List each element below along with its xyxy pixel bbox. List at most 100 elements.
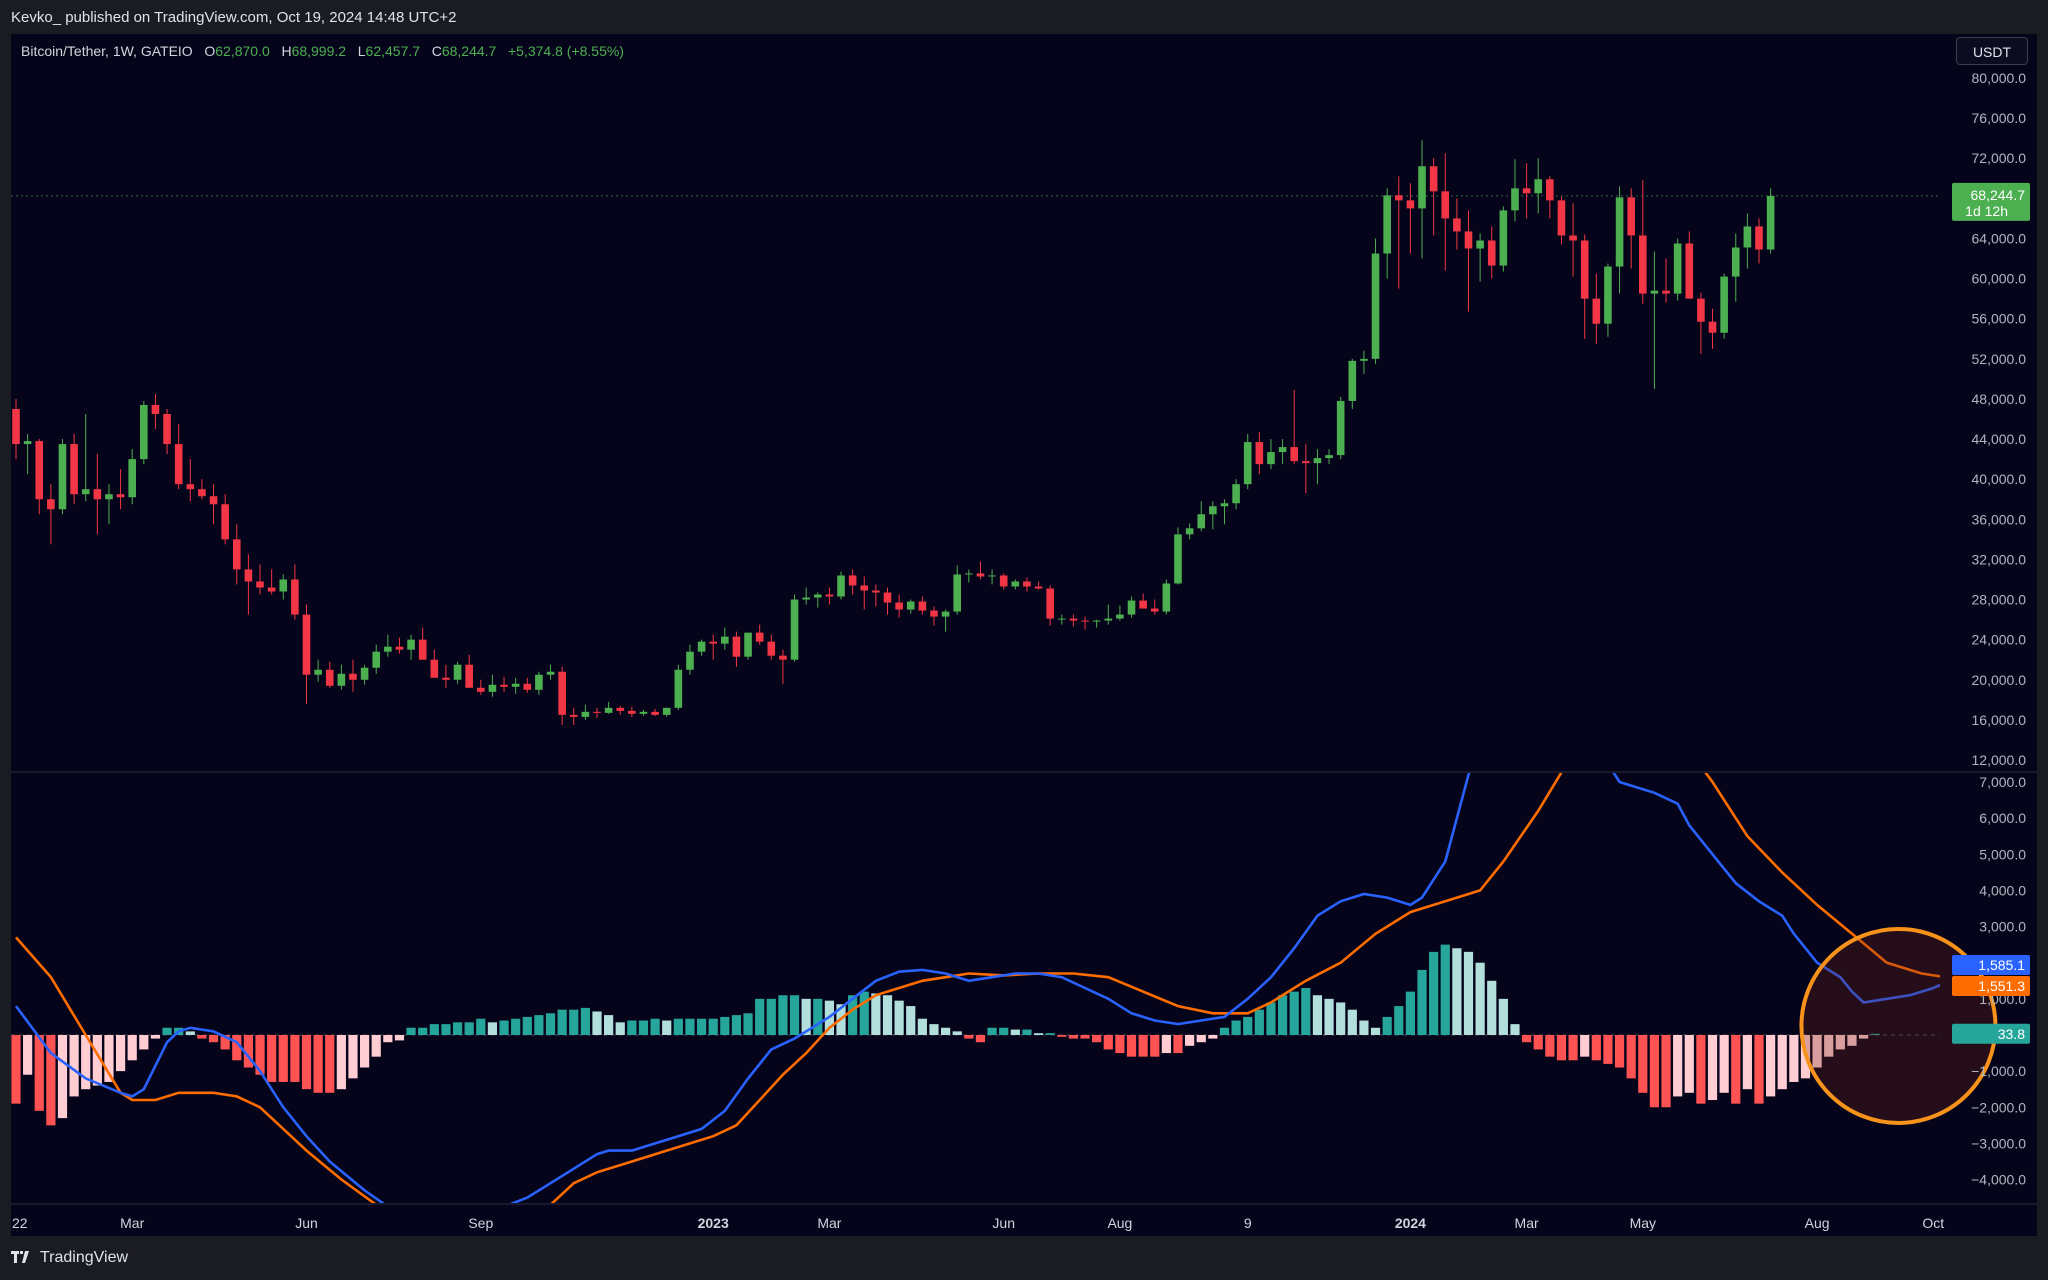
candle-body[interactable] <box>1662 290 1670 294</box>
candle-body[interactable] <box>674 669 683 708</box>
candle-body[interactable] <box>1023 581 1031 587</box>
candle-body[interactable] <box>349 673 357 680</box>
candle-body[interactable] <box>105 494 113 500</box>
candle-body[interactable] <box>535 674 543 690</box>
candle-body[interactable] <box>1569 235 1577 241</box>
candle-body[interactable] <box>1580 240 1589 299</box>
candle-body[interactable] <box>1615 197 1624 267</box>
candle-body[interactable] <box>1708 321 1717 333</box>
candle-body[interactable] <box>1104 618 1113 621</box>
candle-body[interactable] <box>860 585 869 591</box>
candle-body[interactable] <box>442 677 450 680</box>
candle-body[interactable] <box>221 504 229 540</box>
candle-body[interactable] <box>709 641 717 644</box>
candle-body[interactable] <box>1592 298 1601 324</box>
candle-body[interactable] <box>1639 235 1647 294</box>
candle-body[interactable] <box>1546 179 1554 201</box>
candle-body[interactable] <box>1267 452 1275 465</box>
candle-body[interactable] <box>151 404 160 414</box>
candle-body[interactable] <box>1766 195 1775 250</box>
candle-body[interactable] <box>186 484 195 490</box>
candle-body[interactable] <box>1302 461 1310 464</box>
candle-body[interactable] <box>1243 442 1252 485</box>
candle-body[interactable] <box>209 496 218 505</box>
candle-body[interactable] <box>558 671 566 715</box>
candle-body[interactable] <box>232 539 241 570</box>
candle-body[interactable] <box>70 444 78 495</box>
candle-body[interactable] <box>198 489 206 497</box>
candle-body[interactable] <box>1697 298 1705 322</box>
candle-body[interactable] <box>1627 197 1635 236</box>
candle-body[interactable] <box>1278 447 1287 453</box>
candle-body[interactable] <box>418 639 427 660</box>
candle-body[interactable] <box>1069 618 1078 621</box>
candle-body[interactable] <box>395 646 404 650</box>
candle-body[interactable] <box>1743 226 1752 248</box>
candle-body[interactable] <box>360 667 369 680</box>
candle-body[interactable] <box>906 601 915 610</box>
candle-body[interactable] <box>1290 447 1298 462</box>
currency-button[interactable]: USDT <box>1956 37 2028 65</box>
candle-body[interactable] <box>651 711 659 715</box>
candle-body[interactable] <box>1499 210 1508 266</box>
candle-body[interactable] <box>1220 503 1229 507</box>
candle-body[interactable] <box>372 651 381 668</box>
candle-body[interactable] <box>988 575 996 577</box>
candle-body[interactable] <box>1406 200 1415 209</box>
candle-body[interactable] <box>291 579 299 615</box>
candle-body[interactable] <box>1174 534 1182 584</box>
candle-body[interactable] <box>267 587 276 592</box>
candle-body[interactable] <box>767 641 776 656</box>
candle-body[interactable] <box>662 707 671 715</box>
candle-body[interactable] <box>604 707 613 713</box>
candle-body[interactable] <box>686 651 694 670</box>
candle-body[interactable] <box>488 684 497 692</box>
candle-body[interactable] <box>616 707 625 711</box>
candle-body[interactable] <box>569 714 578 717</box>
candle-body[interactable] <box>1197 514 1206 529</box>
candle-body[interactable] <box>47 499 55 510</box>
candle-body[interactable] <box>1731 247 1740 277</box>
candle-body[interactable] <box>58 444 67 510</box>
candle-body[interactable] <box>407 639 415 650</box>
candle-body[interactable] <box>976 573 985 577</box>
candle-body[interactable] <box>1476 240 1484 249</box>
candle-body[interactable] <box>1755 226 1763 250</box>
candle-body[interactable] <box>1127 600 1136 615</box>
candle-body[interactable] <box>1685 243 1694 299</box>
candle-body[interactable] <box>755 632 764 642</box>
candle-body[interactable] <box>1116 614 1124 619</box>
candle-body[interactable] <box>1336 400 1345 456</box>
candle-body[interactable] <box>174 444 183 485</box>
candle-body[interactable] <box>721 636 729 644</box>
candle-body[interactable] <box>140 404 148 460</box>
candle-body[interactable] <box>1011 581 1020 587</box>
candle-body[interactable] <box>430 659 439 678</box>
candle-body[interactable] <box>883 592 892 603</box>
candle-body[interactable] <box>593 711 601 713</box>
candle-body[interactable] <box>314 669 322 675</box>
candle-body[interactable] <box>302 614 311 675</box>
candle-body[interactable] <box>523 683 532 690</box>
candle-body[interactable] <box>163 413 171 445</box>
candle-body[interactable] <box>813 594 822 598</box>
candle-body[interactable] <box>697 641 706 652</box>
candle-body[interactable] <box>1511 188 1519 211</box>
candle-body[interactable] <box>1522 188 1531 194</box>
candle-body[interactable] <box>1255 442 1264 465</box>
candle-body[interactable] <box>581 711 590 717</box>
candle-body[interactable] <box>1557 200 1566 236</box>
candle-body[interactable] <box>1371 253 1380 359</box>
candle-body[interactable] <box>116 494 125 498</box>
candle-body[interactable] <box>1081 620 1089 622</box>
candle-body[interactable] <box>325 669 334 686</box>
candle-body[interactable] <box>1360 358 1368 361</box>
candle-body[interactable] <box>337 673 346 686</box>
candle-body[interactable] <box>511 683 520 687</box>
candle-body[interactable] <box>1464 231 1473 249</box>
candle-body[interactable] <box>1604 266 1612 324</box>
candle-body[interactable] <box>825 594 834 597</box>
brand-name[interactable]: TradingView <box>40 1249 129 1266</box>
candle-body[interactable] <box>848 575 857 586</box>
candle-body[interactable] <box>23 441 32 445</box>
